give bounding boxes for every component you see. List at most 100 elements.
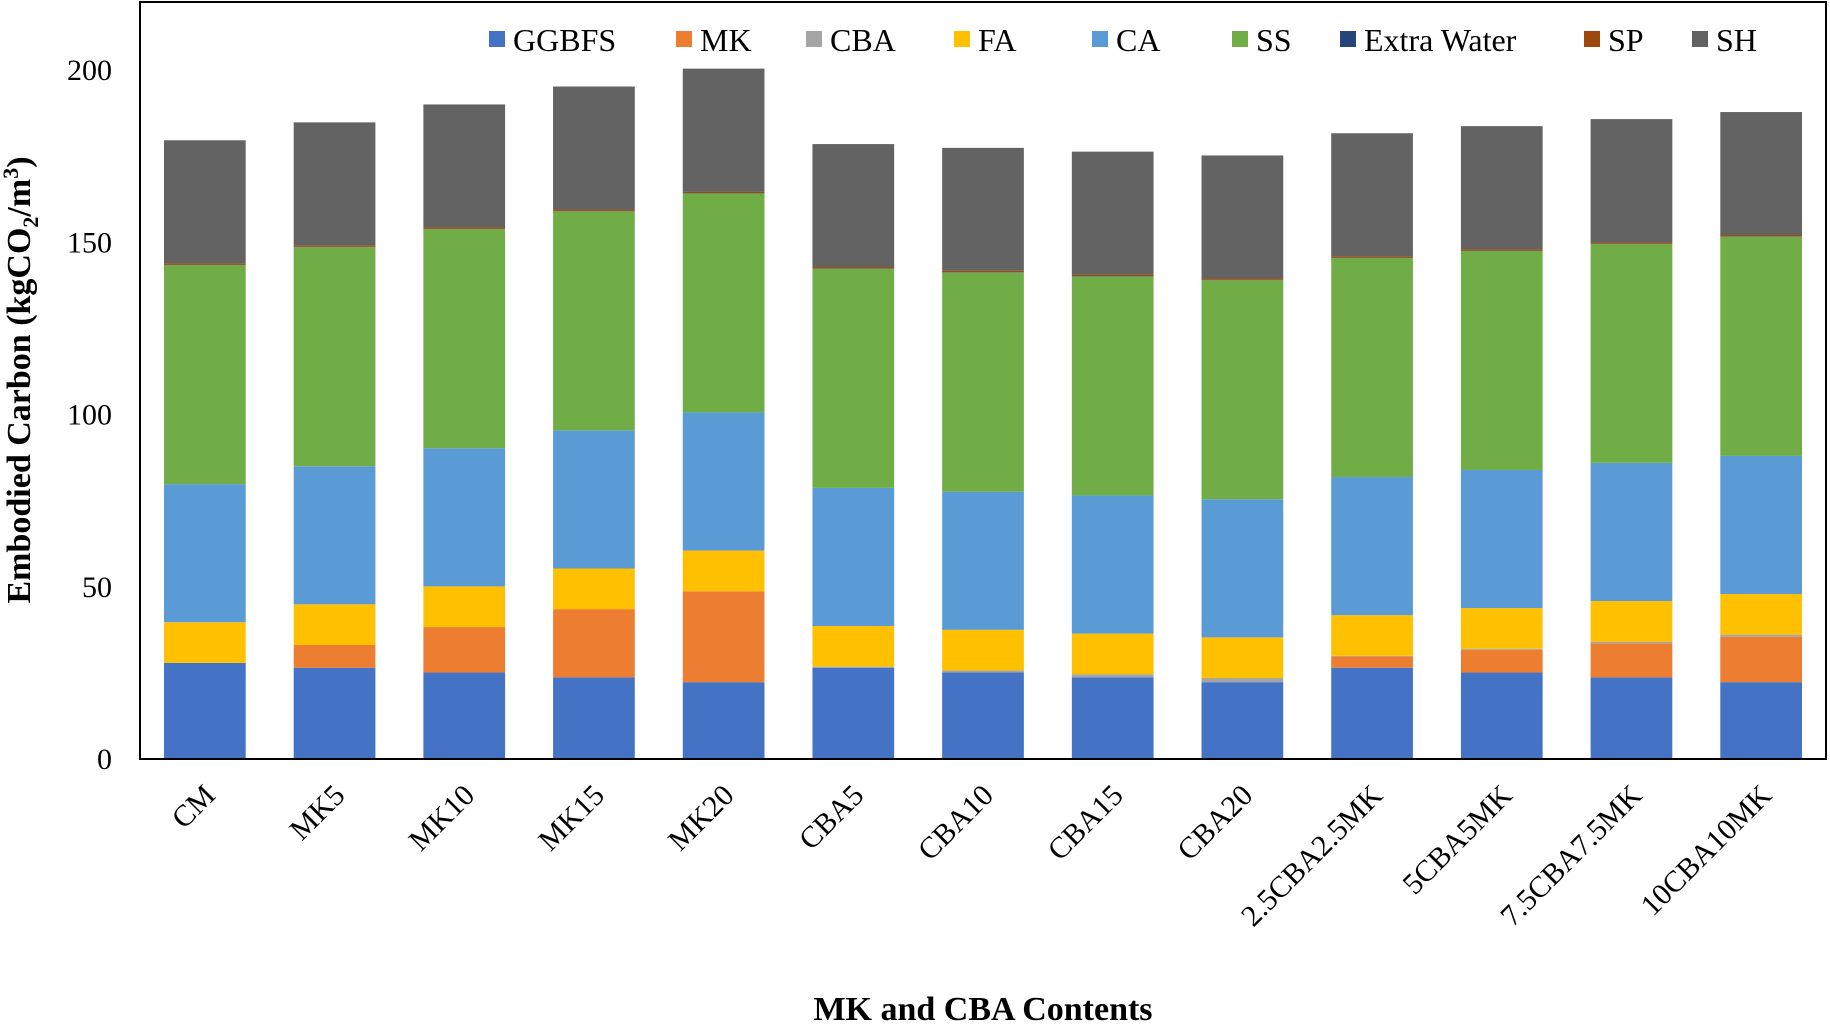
x-axis-title: MK and CBA Contents: [813, 991, 1152, 1025]
bar-segment: [163, 622, 246, 663]
legend: GGBFS MK CBA FA CA SS Extra Water SP SH: [489, 22, 1757, 58]
bar-stack: [553, 86, 635, 759]
legend-label: SS: [1256, 22, 1292, 58]
x-axis-category-labels: CM MK5 MK10 MK15 MK20 CBA5 CBA10 CBA15 CBA202.5C…: [165, 778, 1778, 932]
bar-segment: [1590, 243, 1673, 463]
bar-segment: [682, 591, 765, 683]
y-axis-title-superscript: 3: [0, 168, 23, 179]
bar-segment: [942, 491, 1024, 630]
legend-label: CBA: [830, 22, 896, 58]
bar-segment: [812, 268, 895, 488]
legend-label: SP: [1608, 22, 1644, 58]
bar-segment: [1720, 636, 1803, 683]
x-tick-label: 5CBA5MK: [1396, 778, 1519, 901]
bar-segment: [1460, 469, 1543, 609]
bar-segment: [293, 667, 376, 759]
bar-segment: [1460, 672, 1543, 759]
bar-segment: [942, 629, 1024, 671]
bar-segment: [1071, 495, 1154, 634]
bar-segment: [1201, 280, 1284, 500]
bar-segment: [1071, 677, 1154, 759]
bar-segment: [682, 550, 765, 592]
y-tick-label: 0: [97, 743, 112, 776]
legend-label: Extra Water: [1364, 22, 1517, 58]
legend-swatch: [676, 31, 692, 47]
bar-segment: [293, 247, 376, 467]
y-axis-ticks: 0 50 100 150 200: [67, 54, 112, 776]
bar-segment: [942, 272, 1024, 492]
bar-segment: [1720, 455, 1803, 594]
bar-segment: [812, 667, 895, 759]
bar-segment: [423, 227, 506, 229]
x-tick-label: CBA5: [793, 779, 871, 857]
legend-swatch: [806, 31, 822, 47]
bar-segment: [682, 68, 765, 192]
bar-segment: [163, 484, 246, 623]
bar-segment: [1201, 499, 1284, 638]
bar-segment: [812, 666, 895, 668]
bar-stack: [1201, 155, 1284, 759]
bar-segment: [1720, 236, 1803, 456]
bars: [163, 68, 1803, 759]
bar-segment: [1460, 648, 1543, 650]
legend-swatch: [489, 31, 505, 47]
bar-stack: [163, 140, 246, 759]
legend-swatch: [1340, 31, 1356, 47]
bar-segment: [293, 466, 376, 605]
bar-segment: [1460, 249, 1543, 251]
bar-segment: [553, 430, 635, 569]
y-tick-label: 200: [67, 54, 112, 87]
bar-segment: [293, 245, 376, 247]
bar-segment: [553, 209, 635, 211]
bar-segment: [1331, 615, 1413, 656]
bar-segment: [423, 627, 506, 673]
bar-segment: [553, 609, 635, 678]
bar-segment: [1590, 643, 1673, 678]
bar-segment: [423, 229, 506, 449]
bar-segment: [1590, 601, 1673, 642]
y-axis-title: Embodied Carbon (kgCO2/m3): [0, 156, 43, 603]
bar-segment: [163, 263, 246, 265]
bar-segment: [1590, 242, 1673, 244]
bar-segment: [163, 264, 246, 485]
bar-stack: [1590, 119, 1673, 759]
bar-stack: [1331, 133, 1413, 759]
bar-stack: [1071, 151, 1154, 759]
x-tick-label: MK10: [402, 779, 481, 858]
bar-segment: [1331, 656, 1413, 668]
bar-stack: [682, 68, 765, 759]
bar-segment: [293, 122, 376, 246]
y-tick-label: 100: [67, 399, 112, 432]
bar-segment: [293, 644, 376, 668]
bar-segment: [812, 626, 895, 667]
bar-segment: [1720, 634, 1803, 637]
bar-segment: [1071, 274, 1154, 277]
x-tick-label: CBA15: [1041, 779, 1129, 867]
y-axis-title-close: ): [1, 156, 38, 167]
legend-label: MK: [700, 22, 752, 58]
bar-segment: [1720, 682, 1803, 759]
bar-segment: [1201, 637, 1284, 679]
x-tick-label: CM: [165, 779, 221, 835]
legend-swatch: [1584, 31, 1600, 47]
bar-segment: [293, 604, 376, 645]
bar-segment: [1590, 677, 1673, 759]
y-axis-title-unit: /m: [1, 179, 38, 218]
bar-segment: [1201, 678, 1284, 683]
y-tick-label: 50: [82, 571, 112, 604]
legend-label: GGBFS: [513, 22, 616, 58]
bar-segment: [1071, 674, 1154, 678]
bar-segment: [553, 568, 635, 610]
bar-stack: [942, 147, 1024, 759]
bar-segment: [1590, 119, 1673, 243]
legend-swatch: [1692, 31, 1708, 47]
x-tick-label: CBA20: [1171, 779, 1259, 867]
bar-segment: [1331, 133, 1413, 257]
bar-segment: [423, 672, 506, 759]
y-axis-title-subscript: 2: [18, 217, 43, 228]
x-tick-label: 10CBA10MK: [1635, 778, 1779, 922]
bar-segment: [1331, 655, 1413, 657]
x-tick-label: MK20: [662, 779, 741, 858]
legend-swatch: [1232, 31, 1248, 47]
legend-swatch: [1092, 31, 1108, 47]
